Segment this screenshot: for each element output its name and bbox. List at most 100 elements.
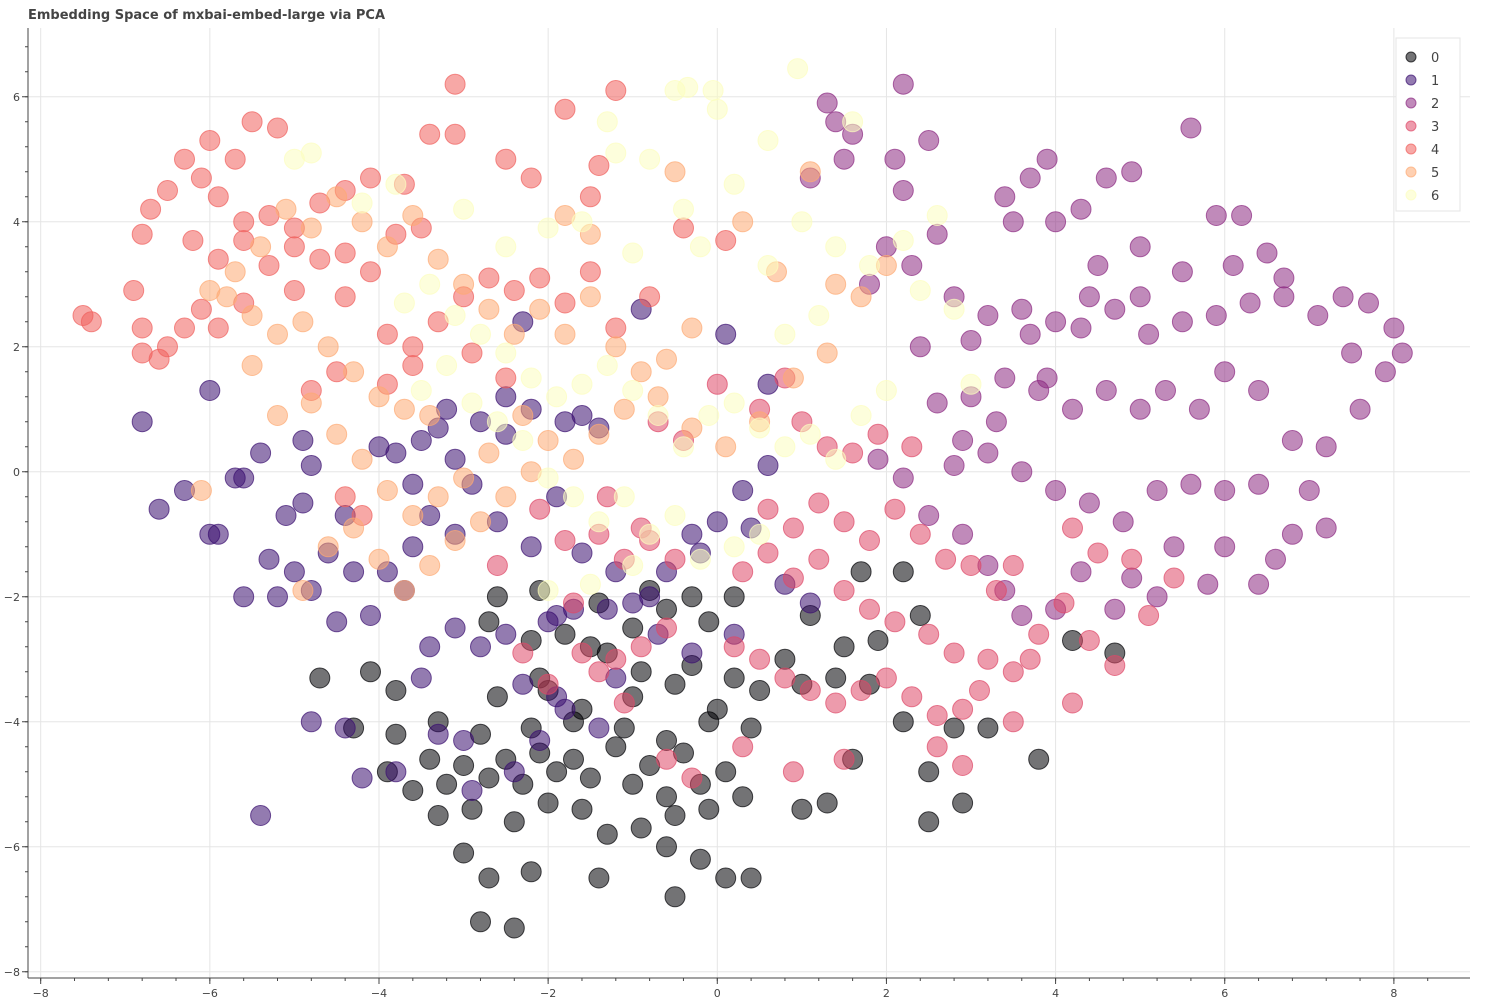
scatter-point-class-4 bbox=[579, 261, 601, 283]
legend-marker-2[interactable] bbox=[1405, 97, 1417, 109]
scatter-point-class-2 bbox=[1155, 380, 1176, 401]
scatter-point-class-0 bbox=[867, 630, 889, 651]
scatter-point-class-2 bbox=[1248, 473, 1270, 495]
scatter-point-class-6 bbox=[571, 373, 593, 395]
scatter-point-class-3 bbox=[774, 667, 796, 689]
legend-marker-5[interactable] bbox=[1405, 166, 1417, 178]
scatter-point-class-0 bbox=[419, 748, 441, 770]
legend-label-5[interactable]: 5 bbox=[1431, 166, 1439, 181]
scatter-point-class-5 bbox=[588, 423, 610, 445]
scatter-point-class-3 bbox=[1002, 661, 1024, 683]
scatter-point-class-3 bbox=[926, 736, 948, 758]
scatter-point-class-2 bbox=[1391, 342, 1413, 364]
scatter-point-class-2 bbox=[1273, 286, 1295, 308]
scatter-point-class-2 bbox=[1273, 267, 1295, 289]
scatter-point-class-3 bbox=[808, 492, 830, 514]
scatter-point-class-3 bbox=[909, 523, 931, 545]
scatter-point-class-0 bbox=[436, 773, 458, 795]
scatter-point-class-5 bbox=[630, 361, 652, 383]
legend-label-0[interactable]: 0 bbox=[1431, 51, 1439, 66]
scatter-point-class-2 bbox=[1374, 361, 1396, 383]
scatter-point-class-6 bbox=[757, 255, 779, 276]
legend-marker-0[interactable] bbox=[1405, 51, 1417, 63]
scatter-point-class-1 bbox=[300, 455, 322, 476]
scatter-point-class-3 bbox=[554, 530, 576, 551]
scatter-point-class-3 bbox=[918, 623, 940, 645]
legend-label-1[interactable]: 1 bbox=[1431, 74, 1439, 89]
scatter-point-class-4 bbox=[258, 255, 280, 276]
scatter-point-class-0 bbox=[918, 811, 940, 833]
scatter-point-class-2 bbox=[1078, 492, 1100, 514]
scatter-point-class-3 bbox=[1163, 567, 1185, 589]
scatter-point-class-2 bbox=[1231, 205, 1253, 226]
x-tick-label: 4 bbox=[1052, 987, 1059, 1000]
scatter-point-class-2 bbox=[1281, 523, 1303, 545]
scatter-point-class-5 bbox=[825, 273, 847, 295]
scatter-point-class-5 bbox=[250, 236, 272, 258]
scatter-point-class-4 bbox=[554, 98, 576, 120]
scatter-point-class-5 bbox=[503, 323, 525, 345]
scatter-point-class-0 bbox=[478, 867, 500, 889]
scatter-point-class-4 bbox=[495, 367, 517, 389]
x-tick-label: 6 bbox=[1221, 987, 1228, 1000]
scatter-point-class-4 bbox=[309, 248, 331, 270]
scatter-point-class-3 bbox=[613, 692, 635, 714]
scatter-point-class-1 bbox=[207, 523, 229, 545]
scatter-point-class-5 bbox=[579, 286, 601, 308]
y-tick-label: 0 bbox=[13, 466, 20, 479]
scatter-point-class-6 bbox=[588, 511, 610, 533]
scatter-point-class-5 bbox=[368, 548, 390, 570]
scatter-point-class-2 bbox=[833, 148, 855, 170]
scatter-point-class-3 bbox=[884, 611, 906, 633]
scatter-point-class-6 bbox=[579, 573, 601, 595]
scatter-point-class-1 bbox=[639, 586, 661, 608]
scatter-point-class-3 bbox=[884, 498, 906, 520]
chart-title: Embedding Space of mxbai-embed-large via… bbox=[28, 8, 385, 23]
scatter-point-class-6 bbox=[825, 236, 847, 258]
scatter-point-class-3 bbox=[943, 642, 965, 664]
scatter-point-class-1 bbox=[250, 442, 272, 464]
scatter-point-class-0 bbox=[825, 667, 847, 689]
legend-marker-3[interactable] bbox=[1405, 120, 1417, 132]
scatter-point-class-2 bbox=[1171, 311, 1193, 333]
legend-label-6[interactable]: 6 bbox=[1431, 189, 1439, 204]
legend-marker-6[interactable] bbox=[1405, 189, 1417, 201]
scatter-point-class-1 bbox=[292, 430, 314, 451]
scatter-point-class-0 bbox=[833, 636, 855, 658]
legend-label-3[interactable]: 3 bbox=[1431, 120, 1439, 135]
legend-marker-4[interactable] bbox=[1405, 143, 1417, 155]
scatter-point-class-6 bbox=[351, 192, 373, 214]
scatter-point-class-1 bbox=[351, 767, 373, 789]
legend-label-2[interactable]: 2 bbox=[1431, 97, 1439, 112]
legend-label-4[interactable]: 4 bbox=[1431, 143, 1439, 158]
scatter-point-class-0 bbox=[453, 842, 475, 864]
scatter-point-class-3 bbox=[901, 436, 923, 458]
scatter-point-class-2 bbox=[1104, 298, 1126, 320]
scatter-point-class-6 bbox=[723, 173, 745, 195]
scatter-point-class-2 bbox=[1281, 430, 1303, 451]
scatter-point-class-3 bbox=[935, 548, 957, 570]
scatter-point-class-6 bbox=[470, 323, 491, 345]
legend-marker-1[interactable] bbox=[1405, 74, 1417, 86]
scatter-point-class-0 bbox=[520, 861, 542, 883]
scatter-point-class-1 bbox=[410, 430, 432, 451]
scatter-point-class-5 bbox=[317, 536, 339, 558]
scatter-point-class-4 bbox=[190, 298, 212, 320]
scatter-point-class-1 bbox=[461, 780, 483, 801]
y-tick-label: −8 bbox=[4, 966, 20, 979]
scatter-point-class-0 bbox=[579, 767, 601, 789]
scatter-point-class-1 bbox=[292, 492, 314, 514]
scatter-point-class-6 bbox=[926, 205, 948, 226]
scatter-point-class-5 bbox=[478, 442, 500, 464]
scatter-point-class-2 bbox=[884, 148, 906, 170]
scatter-point-class-2 bbox=[1129, 286, 1151, 308]
scatter-point-class-3 bbox=[1002, 711, 1024, 733]
legend-box bbox=[1395, 37, 1461, 212]
scatter-point-class-2 bbox=[926, 392, 948, 414]
scatter-point-class-0 bbox=[588, 867, 610, 889]
scatter-point-class-0 bbox=[791, 798, 813, 820]
scatter-point-class-1 bbox=[283, 561, 305, 583]
scatter-point-class-6 bbox=[605, 142, 627, 164]
scatter-point-class-3 bbox=[757, 498, 779, 520]
scatter-point-class-6 bbox=[698, 405, 720, 426]
